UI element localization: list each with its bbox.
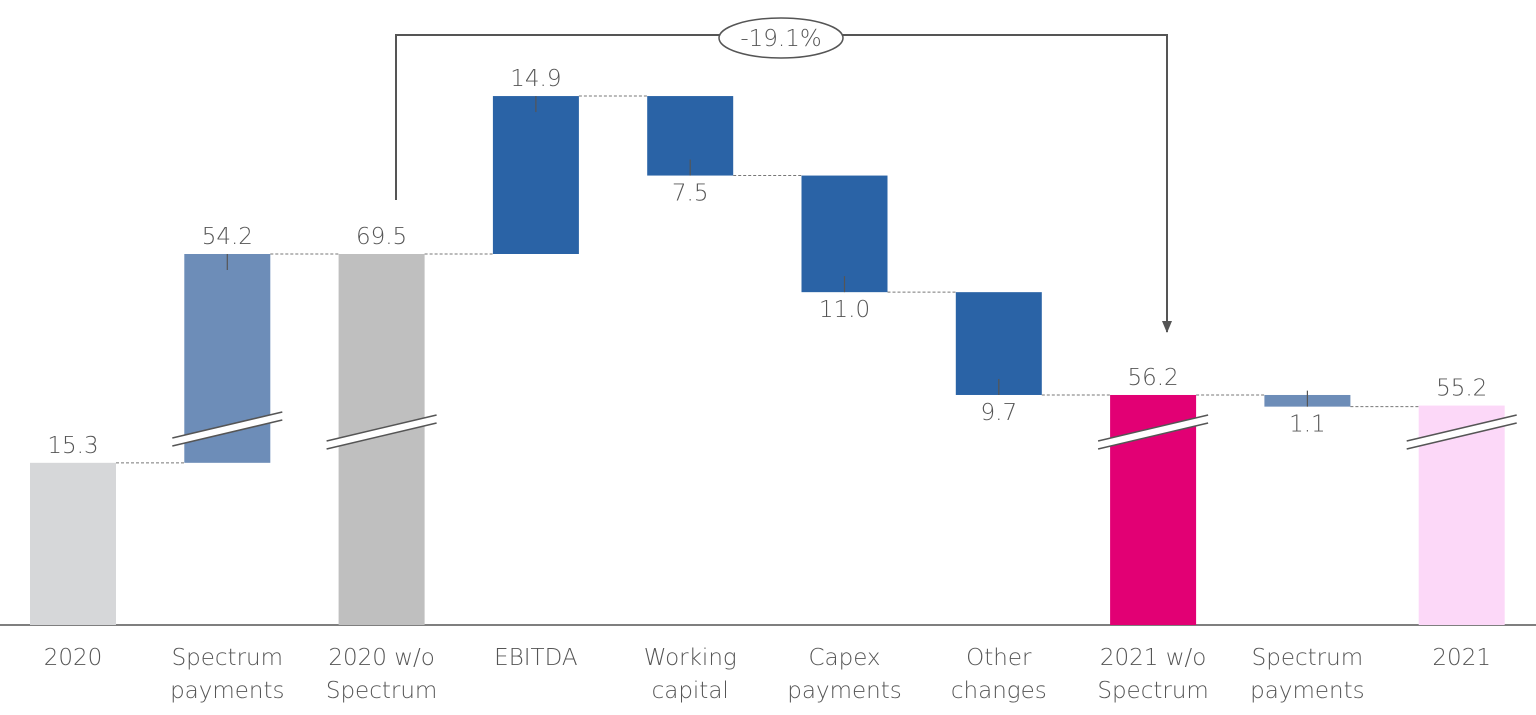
value-label: 56.2 (1127, 365, 1178, 391)
x-tick-label: Spectrum (1097, 678, 1208, 704)
axis-break-line (1406, 422, 1517, 450)
axis-break-line (172, 411, 283, 439)
value-label: 14.9 (510, 66, 561, 92)
x-tick-label: 2020 (44, 645, 103, 671)
axis-break-line (1406, 414, 1517, 442)
x-tick-label: payments (170, 678, 284, 704)
axis-break (1406, 415, 1517, 449)
axis-break (1098, 415, 1209, 449)
x-tick-label: changes (951, 678, 1047, 704)
x-tick-label: 2021 w/o (1100, 645, 1206, 671)
value-label: 7.5 (672, 181, 709, 207)
x-tick-label: Working (644, 645, 737, 671)
value-label: 55.2 (1436, 376, 1487, 402)
axis-break (172, 412, 283, 446)
value-label: 15.3 (47, 433, 98, 459)
value-label: 9.7 (981, 400, 1018, 426)
annotation-label: -19.1% (740, 26, 821, 52)
bar (492, 96, 579, 254)
x-tick-label: capital (652, 678, 729, 704)
axis-break-line (1097, 414, 1209, 442)
x-tick-label: Spectrum (172, 645, 283, 671)
x-tick-label: Spectrum (1252, 645, 1363, 671)
x-tick-label: Spectrum (326, 678, 437, 704)
x-tick-label: EBITDA (494, 645, 577, 671)
x-tick-label: payments (1250, 678, 1364, 704)
axis-break (326, 415, 437, 449)
x-tick-label: payments (787, 678, 901, 704)
axis-break-line (326, 422, 437, 450)
value-label: 11.0 (819, 297, 870, 323)
axis-break-line (326, 414, 437, 442)
x-tick-label: Other (966, 645, 1032, 671)
bar (801, 175, 888, 293)
value-label: 1.1 (1289, 412, 1326, 438)
annotation-bubble (718, 17, 844, 59)
axis-break-line (1097, 422, 1209, 450)
x-tick-label: Capex (808, 645, 880, 671)
x-tick-label: 2021 (1432, 645, 1491, 671)
bar (955, 292, 1042, 395)
x-tick-label: 2020 w/o (328, 645, 434, 671)
value-label: 54.2 (202, 224, 253, 250)
axis-break-line (172, 419, 283, 447)
annotation-bracket (395, 34, 1167, 332)
bar (30, 462, 116, 625)
value-label: 69.5 (356, 224, 407, 250)
